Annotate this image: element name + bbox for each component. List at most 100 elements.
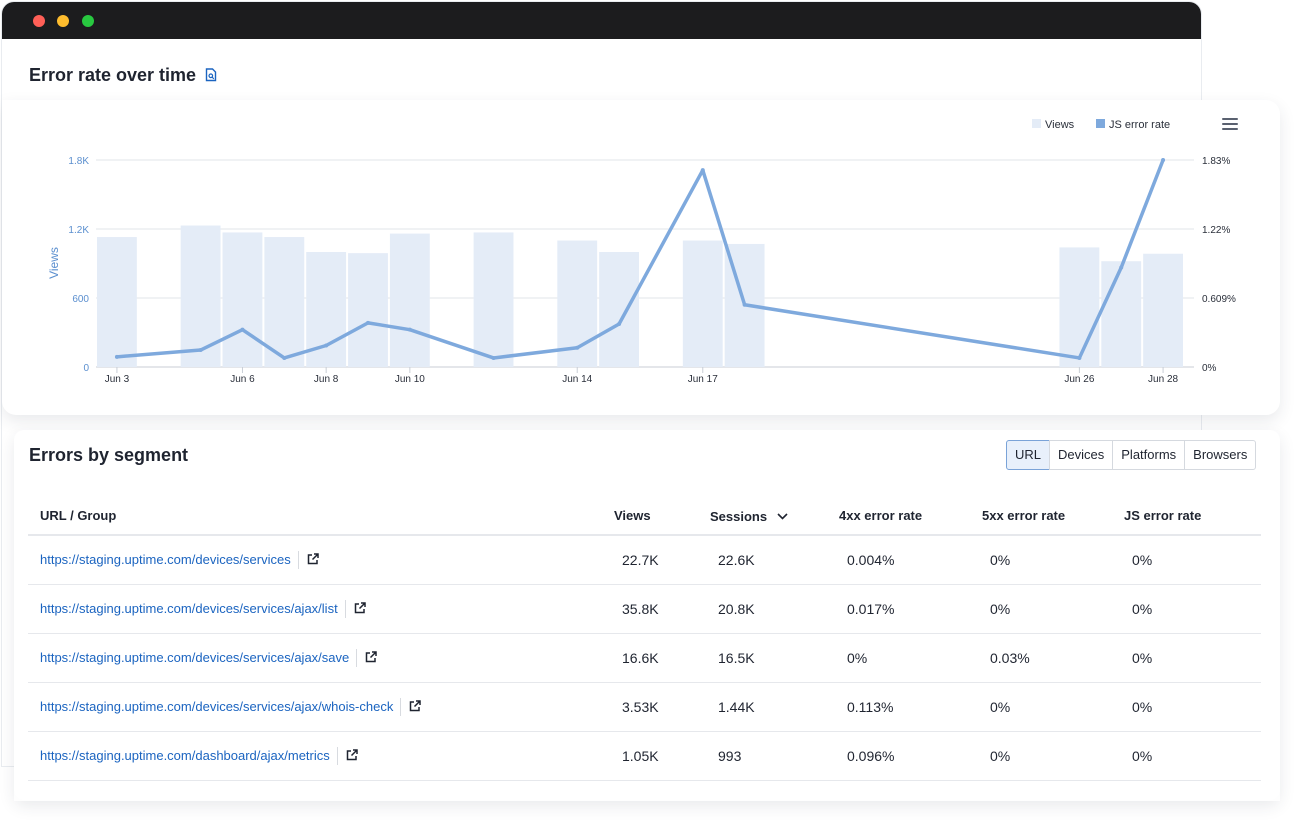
views-bar[interactable] [1101, 261, 1142, 367]
js-error-rate-point[interactable] [700, 168, 705, 173]
x-tick-label: Jun 3 [105, 374, 130, 385]
legend-label-js: JS error rate [1109, 119, 1170, 131]
legend-swatch-js [1096, 119, 1105, 128]
table-row[interactable]: https://staging.uptime.com/devices/servi… [28, 682, 1261, 732]
views-bar[interactable] [682, 240, 723, 368]
tab-browsers[interactable]: Browsers [1184, 440, 1257, 470]
col-header-4xx[interactable]: 4xx error rate [839, 497, 982, 536]
chart-menu-icon[interactable] [1222, 118, 1238, 130]
x-tick-label: Jun 28 [1148, 374, 1178, 385]
external-link-icon[interactable] [354, 601, 366, 617]
js-error-rate-point[interactable] [1077, 355, 1082, 360]
close-window-button[interactable] [33, 15, 45, 27]
partial-next-row [14, 781, 1280, 801]
error-rate-chart: 1.8K 1.83% 1.2K 1.22% 600 0.609% 0 0% Views Jun 3… [47, 119, 1236, 385]
js-error-rate-point[interactable] [742, 302, 747, 307]
js-error-rate-point[interactable] [366, 320, 370, 325]
js-error-rate-point[interactable] [1161, 158, 1166, 162]
views-bar[interactable] [389, 233, 430, 367]
js-error-rate-point[interactable] [617, 322, 622, 327]
cell-views: 1.05K [614, 731, 710, 781]
x-tick-label: Jun 14 [562, 374, 592, 385]
js-error-rate-point[interactable] [575, 345, 580, 350]
cell-4xx: 0.004% [839, 535, 982, 585]
col-header-url[interactable]: URL / Group [28, 497, 614, 536]
external-link-icon[interactable] [409, 699, 422, 715]
window-titlebar [2, 2, 1201, 39]
cell-sessions: 993 [710, 731, 839, 781]
cell-views: 35.8K [614, 584, 710, 634]
sort-desc-icon[interactable] [777, 508, 788, 523]
report-icon[interactable] [205, 66, 217, 87]
views-bar[interactable] [1143, 253, 1183, 367]
views-bar[interactable] [1059, 247, 1100, 367]
legend-swatch-views [1032, 119, 1041, 128]
views-bar[interactable] [222, 232, 263, 367]
cell-url: https://staging.uptime.com/devices/servi… [28, 682, 614, 732]
col-header-views[interactable]: Views [614, 497, 710, 536]
url-link[interactable]: https://staging.uptime.com/devices/servi… [40, 551, 291, 567]
table-row[interactable]: https://staging.uptime.com/devices/servi… [28, 633, 1261, 683]
col-header-sessions[interactable]: Sessions [710, 497, 839, 536]
y-right-tick-label: 1.22% [1202, 225, 1230, 236]
table-row[interactable]: https://staging.uptime.com/dashboard/aja… [28, 731, 1261, 781]
views-bar[interactable] [348, 253, 388, 367]
cell-url: https://staging.uptime.com/devices/servi… [28, 535, 614, 585]
tab-platforms[interactable]: Platforms [1112, 440, 1186, 470]
y-left-tick-label: 1.2K [68, 225, 89, 236]
table-row[interactable]: https://staging.uptime.com/devices/servi… [28, 535, 1261, 585]
x-tick-label: Jun 17 [688, 374, 718, 385]
col-header-js[interactable]: JS error rate [1124, 497, 1261, 536]
minimize-window-button[interactable] [57, 15, 69, 27]
table-row[interactable]: https://staging.uptime.com/devices/servi… [28, 584, 1261, 634]
js-error-rate-point[interactable] [114, 354, 119, 359]
js-error-rate-point[interactable] [198, 348, 203, 353]
js-error-rate-point[interactable] [1119, 265, 1124, 270]
segment-title: Errors by segment [29, 445, 189, 465]
views-bar[interactable] [264, 237, 305, 367]
views-bar[interactable] [180, 225, 221, 367]
external-link-icon[interactable] [365, 650, 378, 666]
cell-js: 0% [1124, 731, 1261, 781]
tab-url[interactable]: URL [1006, 440, 1051, 470]
cell-views: 16.6K [614, 633, 710, 683]
y-left-tick-label: 600 [72, 294, 89, 305]
table-header-row: URL / Group Views Sessions 4xx error rat… [28, 497, 1261, 536]
y-axis-title: Views [47, 247, 61, 279]
js-error-rate-point[interactable] [407, 327, 412, 332]
cell-views: 22.7K [614, 535, 710, 585]
y-right-tick-label: 0% [1202, 363, 1217, 374]
divider [356, 649, 358, 668]
x-tick-label: Jun 26 [1064, 374, 1094, 385]
cell-5xx: 0.03% [982, 633, 1124, 683]
views-bar[interactable] [599, 252, 639, 367]
cell-views: 3.53K [614, 682, 710, 732]
cell-5xx: 0% [982, 731, 1124, 781]
url-link[interactable]: https://staging.uptime.com/devices/servi… [40, 649, 350, 665]
js-error-rate-point[interactable] [282, 355, 287, 360]
maximize-window-button[interactable] [82, 15, 94, 27]
js-error-rate-point[interactable] [240, 327, 245, 332]
legend-label-views: Views [1045, 119, 1075, 131]
cell-js: 0% [1124, 535, 1261, 585]
chart-title-text: Error rate over time [29, 65, 197, 85]
col-header-5xx[interactable]: 5xx error rate [982, 497, 1124, 536]
views-bar[interactable] [97, 237, 137, 367]
divider [297, 551, 299, 570]
cell-5xx: 0% [982, 682, 1124, 732]
js-error-rate-point[interactable] [491, 355, 496, 360]
external-link-icon[interactable] [346, 748, 358, 764]
js-error-rate-point[interactable] [324, 343, 329, 348]
segment-table: URL / Group Views Sessions 4xx error rat… [28, 497, 1261, 781]
views-bar[interactable] [473, 232, 514, 367]
x-tick-label: Jun 6 [230, 374, 255, 385]
external-link-icon[interactable] [307, 552, 319, 568]
url-link[interactable]: https://staging.uptime.com/devices/servi… [40, 698, 394, 714]
cell-5xx: 0% [982, 584, 1124, 634]
y-left-tick-label: 0 [83, 363, 89, 374]
cell-sessions: 22.6K [710, 535, 839, 585]
url-link[interactable]: https://staging.uptime.com/dashboard/aja… [40, 747, 330, 763]
url-link[interactable]: https://staging.uptime.com/devices/servi… [40, 600, 338, 616]
tab-devices[interactable]: Devices [1049, 440, 1114, 470]
cell-5xx: 0% [982, 535, 1124, 585]
